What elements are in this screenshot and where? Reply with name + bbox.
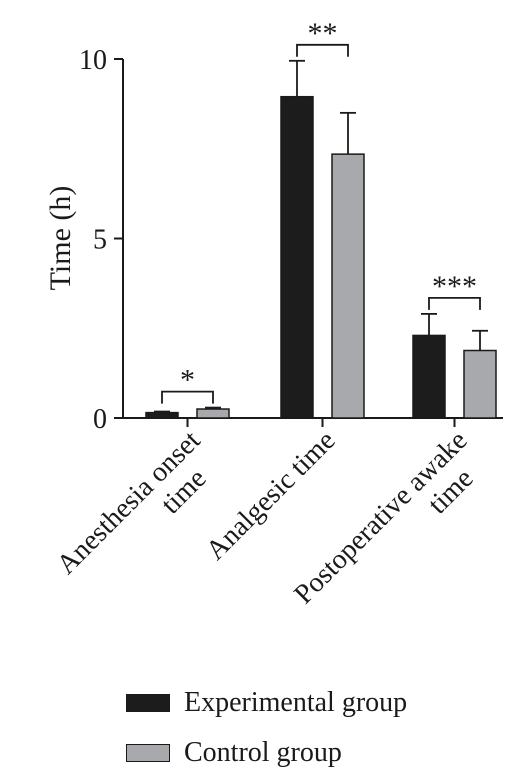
significance-label: *** [432,270,477,303]
y-tick-label: 10 [79,45,107,76]
bar-experimental [280,95,314,419]
x-category-label: Analgesic time [200,425,341,566]
significance-label: * [180,364,195,397]
bar-control [463,349,497,419]
legend: Experimental group Control group [126,678,407,778]
significance-label: ** [308,17,338,50]
significance-bracket [296,43,349,57]
y-axis-label: Time (h) [44,186,77,291]
legend-label-experimental: Experimental group [184,687,408,718]
bar-experimental [145,411,179,419]
legend-label-control: Control group [184,737,342,768]
significance-bracket [428,296,481,310]
y-tick-label: 0 [93,404,107,435]
legend-item-experimental: Experimental group [126,678,407,728]
legend-swatch-experimental [126,694,170,712]
legend-item-control: Control group [126,728,407,778]
y-tick-label: 5 [93,225,107,256]
significance-bracket [161,390,214,404]
bar-control [196,408,230,419]
bar-control [331,153,365,419]
legend-swatch-control [126,744,170,762]
bar-experimental [412,334,446,419]
